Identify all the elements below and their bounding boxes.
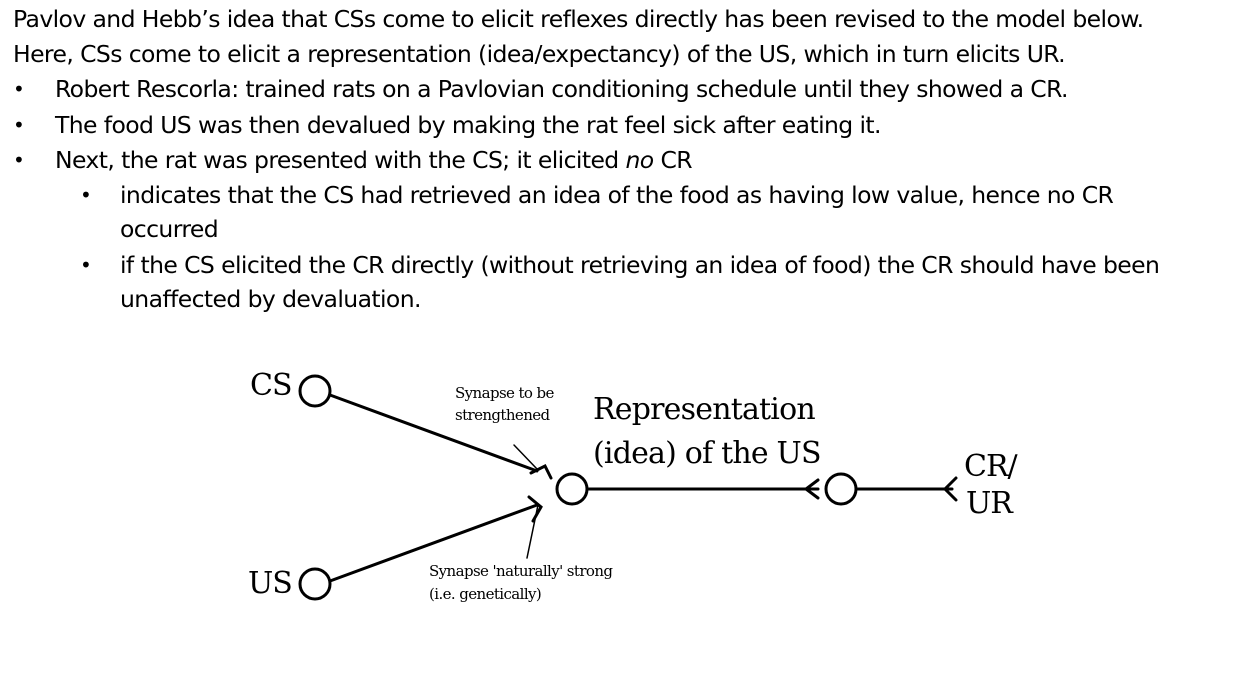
sub-bullet-line-1: if the CS elicited the CR directly (with… [120, 251, 1160, 279]
bullet-marker: • [13, 77, 25, 101]
bullet-marker: • [13, 148, 25, 172]
innate-synapse-note-2: (i.e. genetically) [429, 585, 542, 603]
bullet-marker: • [13, 113, 25, 137]
innate-synapse-note-1: Synapse 'naturally' strong [429, 562, 613, 580]
sub-bullet-line-2: unaffected by devaluation. [120, 285, 421, 313]
sub-bullet-line-2: occurred [120, 215, 219, 243]
us-axon [328, 503, 539, 583]
cr-label: CR/ [964, 449, 1018, 484]
cs-label: CS [250, 368, 293, 403]
bullet-item: Next, the rat was presented with the CS;… [55, 143, 693, 178]
bullet-emphasis: no [625, 146, 655, 174]
representation-synapse-terminal [803, 478, 820, 500]
us-label: US [248, 566, 293, 601]
learned-synapse-note-2: strengthened [455, 406, 550, 424]
bullet-item: The food US was then devalued by making … [55, 111, 882, 139]
representation-label-2: (idea) of the US [593, 436, 822, 471]
bullet-text-before: Next, the rat was presented with the CS;… [55, 146, 626, 174]
representation-neuron [555, 472, 589, 506]
cs-axon [328, 393, 539, 473]
intro-line-2: Here, CSs come to elicit a representatio… [13, 40, 1066, 68]
learned-synapse-terminal [529, 463, 553, 480]
bullet-item: Robert Rescorla: trained rats on a Pavlo… [55, 75, 1068, 103]
sub-bullet-line-1: indicates that the CS had retrieved an i… [120, 181, 1114, 209]
bullet-text-after: CR [653, 146, 692, 174]
response-synapse-terminal [942, 476, 958, 502]
intro-line-1: Pavlov and Hebb’s idea that CSs come to … [13, 5, 1144, 33]
ur-label: UR [966, 486, 1013, 521]
sub-bullet-marker: • [80, 253, 92, 277]
representation-label-1: Representation [593, 392, 816, 427]
cs-neuron [298, 374, 332, 408]
response-neuron [824, 472, 858, 506]
us-neuron [298, 567, 332, 601]
sub-bullet-marker: • [80, 183, 92, 207]
learned-synapse-note-1: Synapse to be [455, 384, 554, 402]
innate-synapse-pointer [526, 504, 539, 559]
learned-synapse-pointer [513, 444, 538, 470]
